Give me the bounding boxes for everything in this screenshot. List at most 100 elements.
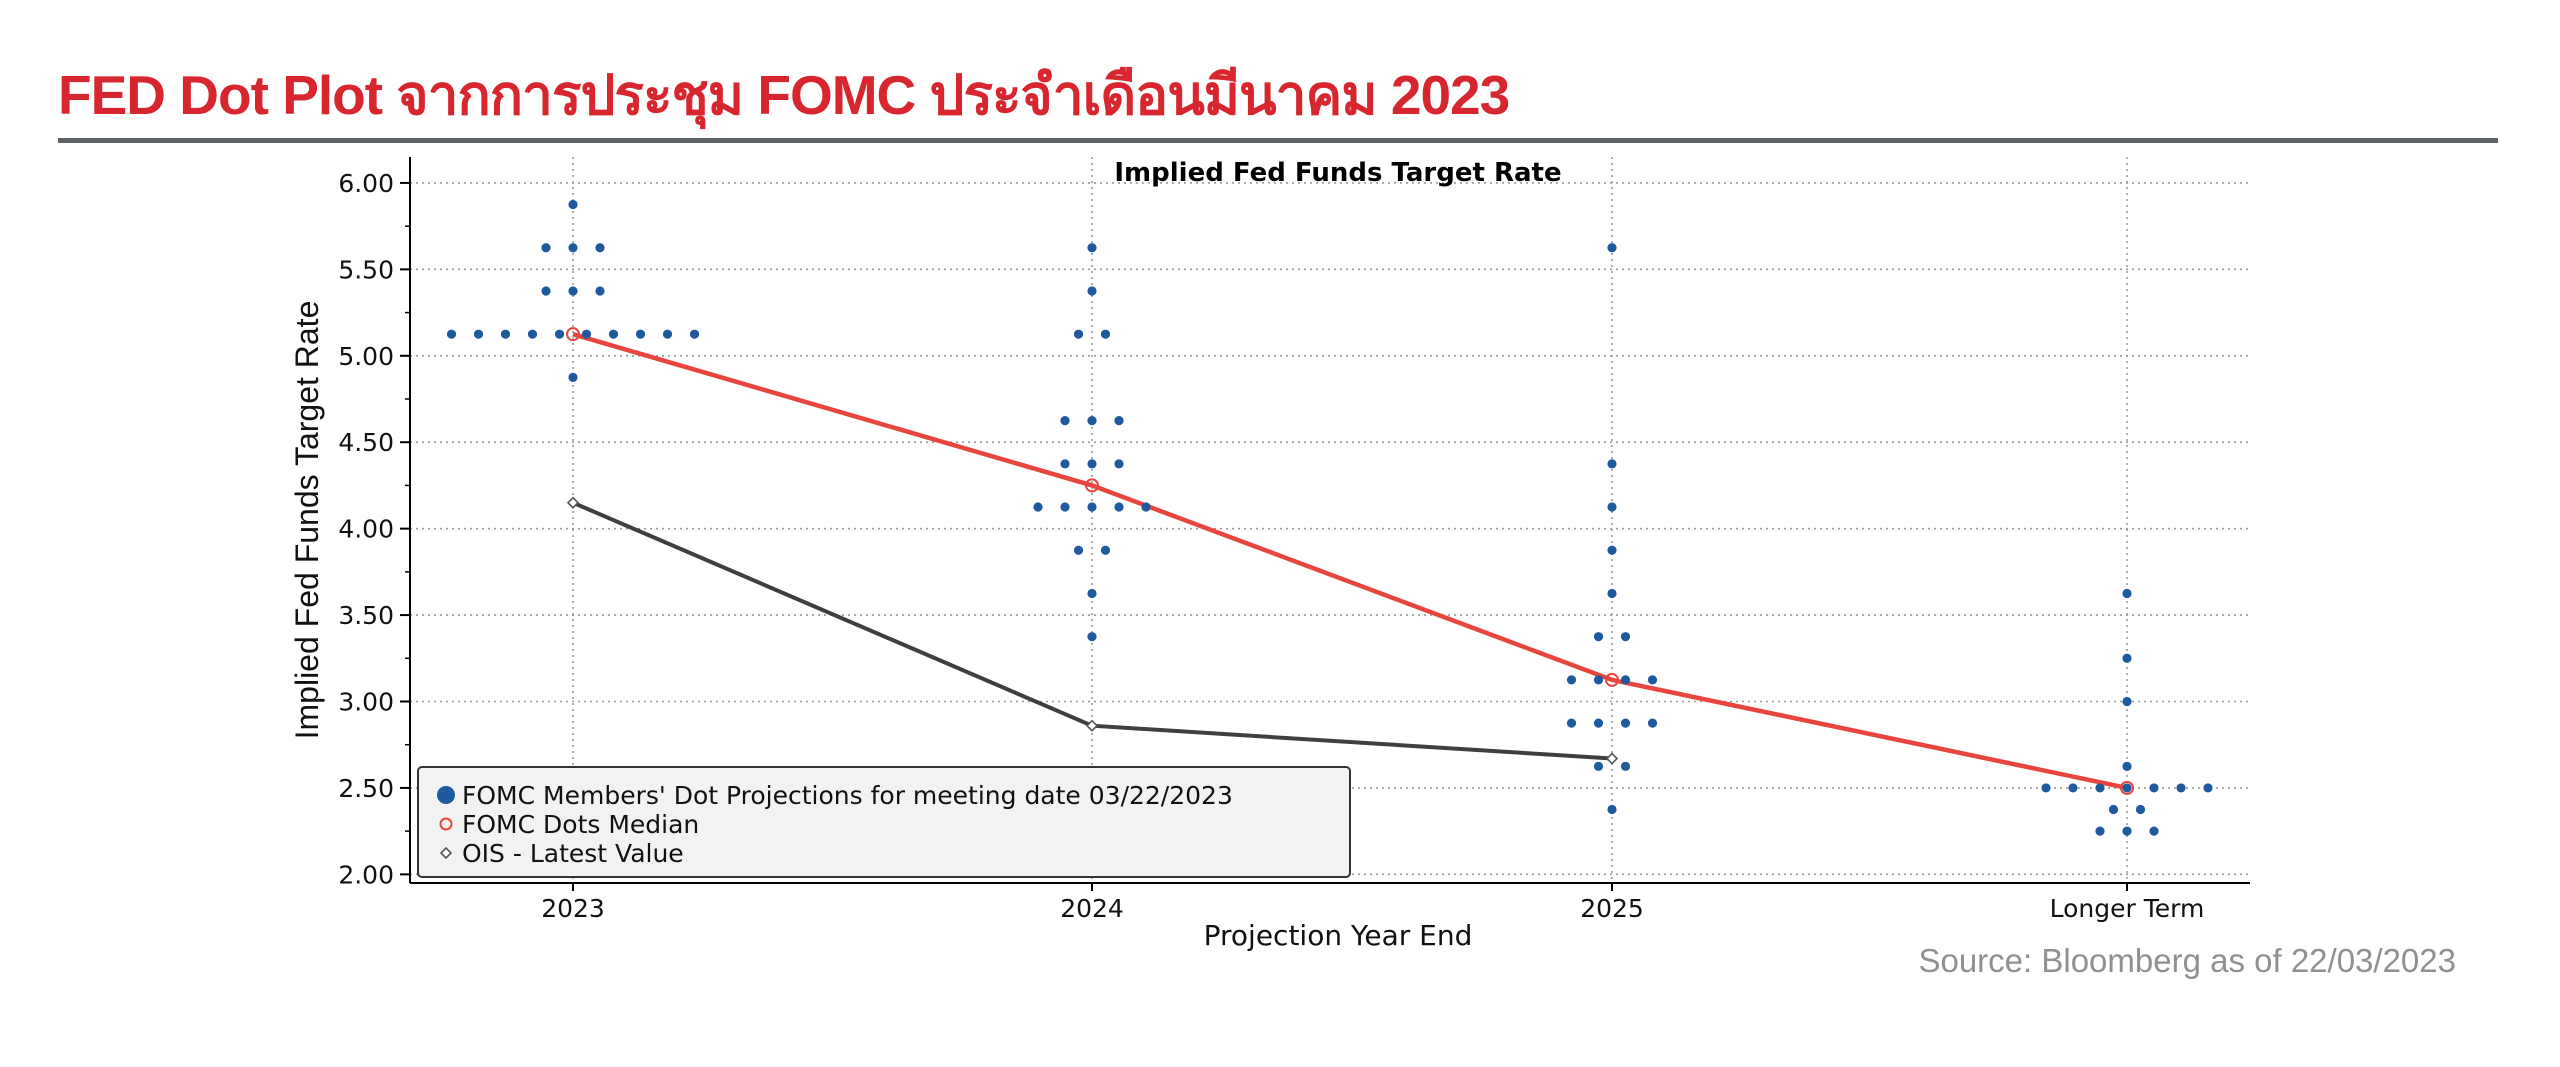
fomc-dot xyxy=(1100,329,1111,339)
fomc-dot xyxy=(1593,675,1604,685)
fomc-dot xyxy=(1087,632,1097,642)
fomc-dot xyxy=(1060,416,1070,426)
fomc-dot xyxy=(527,329,538,339)
fomc-dot xyxy=(581,329,592,339)
y-tick-label: 6.00 xyxy=(338,169,394,198)
fomc-dot xyxy=(2122,826,2132,836)
fomc-dot xyxy=(1647,675,1658,685)
fomc-dot xyxy=(1593,718,1604,728)
legend-box xyxy=(417,766,1351,878)
legend-label: FOMC Dots Median xyxy=(462,810,699,839)
fomc-dot xyxy=(568,199,578,210)
fomc-dot xyxy=(1087,502,1097,512)
fomc-dot xyxy=(1620,761,1631,771)
legend-dot-icon xyxy=(437,786,455,804)
source-note: Source: Bloomberg as of 22/03/2023 xyxy=(1918,942,2456,979)
fomc-dot xyxy=(1607,545,1617,555)
fomc-dot xyxy=(689,329,700,339)
y-tick-label: 5.50 xyxy=(338,255,394,284)
fomc-dot xyxy=(1607,243,1617,253)
fomc-dot xyxy=(541,243,551,253)
fomc-dot xyxy=(1087,243,1097,253)
fomc-dot xyxy=(1607,804,1617,815)
fomc-dot xyxy=(473,329,484,339)
x-tick-label: 2024 xyxy=(1060,894,1124,923)
fomc-dot xyxy=(2122,783,2132,793)
fomc-dot xyxy=(595,286,605,296)
y-tick-label: 2.50 xyxy=(338,774,394,803)
ois-marker xyxy=(1085,719,1099,732)
median-marker xyxy=(2120,780,2134,795)
y-tick-label: 2.00 xyxy=(338,860,394,889)
fomc-dot xyxy=(2149,783,2159,793)
median-marker xyxy=(566,327,580,342)
fomc-dot xyxy=(554,329,565,339)
median-marker xyxy=(1605,672,1619,687)
fomc-dot xyxy=(1073,545,1084,555)
fomc-dot xyxy=(1060,459,1070,469)
fomc-dot xyxy=(1087,588,1097,599)
fomc-dot xyxy=(2068,783,2078,793)
title-divider xyxy=(58,138,2498,143)
fomc-dot xyxy=(608,329,619,339)
chart-title: Implied Fed Funds Target Rate xyxy=(1114,158,1561,188)
fomc-dot xyxy=(2122,588,2132,599)
fomc-dot xyxy=(1593,632,1604,642)
x-tick-label: Longer Term xyxy=(2050,894,2205,923)
y-tick-label: 4.50 xyxy=(338,428,394,457)
fomc-dot xyxy=(1620,718,1631,728)
ois-marker xyxy=(566,496,580,509)
fomc-dot xyxy=(1114,459,1124,469)
fomc-dot xyxy=(568,286,578,296)
fomc-dot xyxy=(635,329,646,339)
x-tick-label: 2025 xyxy=(1580,894,1644,923)
fomc-dot xyxy=(1607,502,1617,512)
fomc-dot xyxy=(1647,718,1658,728)
x-tick-label: 2023 xyxy=(541,894,605,923)
fomc-dot xyxy=(2135,804,2146,815)
legend-median-icon xyxy=(439,817,453,831)
y-tick-label: 5.00 xyxy=(338,342,394,371)
fomc-dot xyxy=(1114,416,1124,426)
y-axis-label: Implied Fed Funds Target Rate xyxy=(289,301,325,740)
fomc-dot xyxy=(1141,502,1151,512)
fomc-dot xyxy=(1620,675,1631,685)
fomc-dot xyxy=(1060,502,1070,512)
fomc-dot xyxy=(662,329,673,339)
fomc-dot xyxy=(595,243,605,253)
y-tick-label: 3.50 xyxy=(338,601,394,630)
fomc-dot xyxy=(2176,783,2186,793)
fomc-dot xyxy=(2122,696,2132,707)
median-marker xyxy=(1085,478,1099,493)
fomc-dot xyxy=(1100,545,1111,555)
x-axis-label: Projection Year End xyxy=(1204,919,1473,952)
fomc-dot xyxy=(1087,416,1097,426)
y-tick-label: 3.00 xyxy=(338,688,394,717)
ois-marker xyxy=(1605,752,1619,765)
legend-ois-icon xyxy=(439,846,453,860)
fomc-dot xyxy=(446,329,457,339)
fomc-dot xyxy=(2122,653,2132,663)
legend-label: FOMC Members' Dot Projections for meetin… xyxy=(462,781,1233,810)
fomc-dot xyxy=(2122,761,2132,771)
fomc-dot xyxy=(500,329,511,339)
fomc-dot xyxy=(568,372,578,382)
fomc-dot xyxy=(1087,459,1097,469)
fomc-dot xyxy=(1607,459,1617,469)
fomc-dot xyxy=(1607,588,1617,599)
fomc-dot xyxy=(2149,826,2159,836)
legend: FOMC Members' Dot Projections for meetin… xyxy=(417,766,1351,878)
fomc-dot xyxy=(1593,761,1604,771)
median-line xyxy=(572,332,2128,791)
fomc-dot xyxy=(1620,632,1631,642)
fomc-dot xyxy=(2041,783,2051,793)
fomc-dot xyxy=(1087,286,1097,296)
fomc-dot xyxy=(541,286,551,296)
fomc-dot xyxy=(2095,826,2105,836)
page-title: FED Dot Plot จากการประชุม FOMC ประจำเดือ… xyxy=(58,64,1510,126)
fomc-dot xyxy=(1033,502,1043,512)
fomc-dot xyxy=(1566,675,1577,685)
y-tick-label: 4.00 xyxy=(338,515,394,544)
fomc-dot xyxy=(2203,783,2213,793)
